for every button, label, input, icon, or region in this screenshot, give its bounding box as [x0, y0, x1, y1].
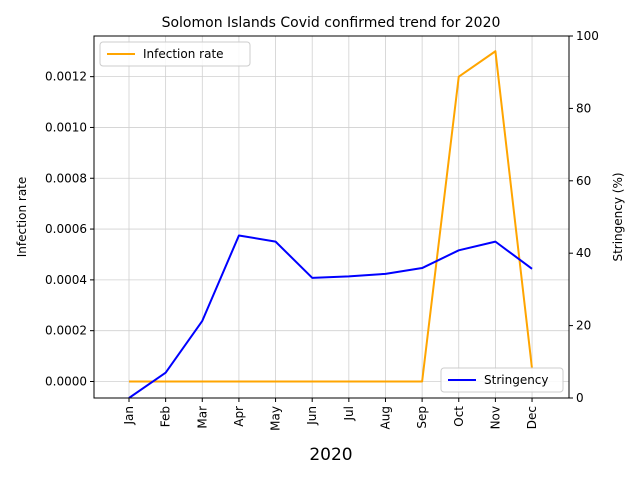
y-left-tick-label: 0.0002: [45, 324, 87, 338]
x-tick-label: Jul: [342, 406, 356, 421]
series-line: [129, 50, 534, 383]
x-tick-label: Dec: [525, 406, 539, 429]
y-axis-right: 0 20 40 60 80 100: [569, 29, 599, 405]
x-tick-label: Apr: [232, 406, 246, 427]
series-line: [128, 234, 533, 398]
y-axis-left-title: Infection rate: [15, 177, 29, 258]
y-right-tick-label: 80: [576, 101, 591, 115]
legend-label: Infection rate: [143, 47, 224, 61]
x-tick-label: Oct: [452, 406, 466, 427]
x-tick-label: Jun: [305, 406, 319, 426]
y-left-tick-label: 0.0010: [45, 120, 87, 134]
y-right-tick-label: 60: [576, 174, 591, 188]
y-right-tick-label: 20: [576, 319, 591, 333]
y-right-tick-label: 0: [576, 391, 584, 405]
legend-box: Infection rate: [99, 41, 251, 67]
legend-box: Stringency: [440, 367, 564, 393]
y-right-tick-label: 100: [576, 29, 599, 43]
y-left-tick-label: 0.0000: [45, 374, 87, 388]
x-tick-label: Feb: [159, 406, 173, 427]
legend-label: Stringency: [484, 373, 549, 387]
x-tick-label: Nov: [488, 406, 502, 429]
x-tick-label: Jan: [122, 406, 136, 426]
y-left-tick-label: 0.0012: [45, 70, 87, 84]
x-tick-label: Mar: [195, 406, 209, 429]
y-right-tick-label: 40: [576, 246, 591, 260]
x-axis: Jan Feb Mar Apr May Jun Jul Aug Sep Oct Nov Dec: [122, 398, 539, 431]
x-tick-label: Aug: [378, 406, 392, 429]
x-tick-label: Sep: [415, 406, 429, 429]
y-left-tick-label: 0.0006: [45, 222, 87, 236]
y-left-tick-label: 0.0004: [45, 273, 87, 287]
grid: [94, 36, 569, 398]
legend-frame: [440, 367, 564, 393]
y-left-tick-label: 0.0008: [45, 171, 87, 185]
y-axis-left: 0.0000 0.0002 0.0004 0.0006 0.0008 0.0010 0.00…: [45, 70, 94, 388]
plot-frame: [93, 35, 570, 399]
chart-title: Solomon Islands Covid confirmed trend fo…: [162, 15, 501, 31]
legend-frame: [99, 41, 251, 67]
series-layer: [128, 50, 534, 398]
x-axis-title: 2020: [309, 445, 352, 465]
x-tick-label: May: [269, 406, 283, 431]
y-axis-right-title: Stringency (%): [611, 172, 625, 261]
legends: Infection rate Stringency: [99, 41, 564, 393]
